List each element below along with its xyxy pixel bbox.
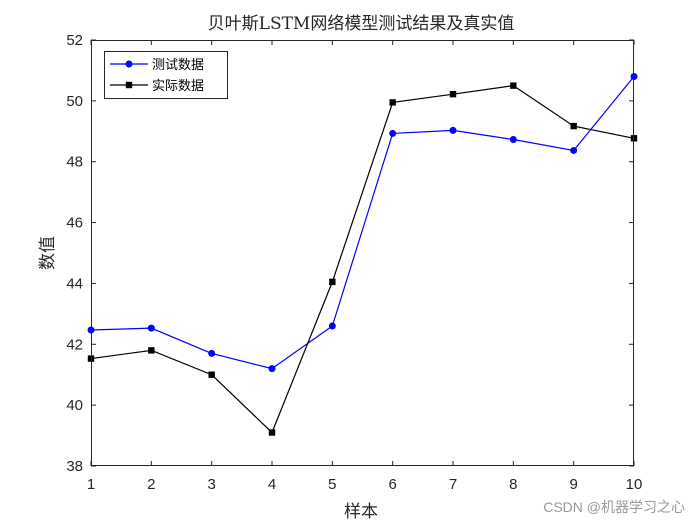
- legend-label: 测试数据: [152, 58, 204, 73]
- y-tick-label: 50: [66, 93, 83, 110]
- x-tick-label: 3: [207, 476, 215, 493]
- plot-area: [91, 40, 634, 466]
- data-point: [389, 129, 397, 137]
- x-tick-label: 8: [509, 476, 517, 493]
- data-point: [148, 347, 155, 354]
- legend-item: 实际数据: [110, 79, 204, 94]
- y-tick-label: 52: [66, 32, 83, 49]
- y-tick-label: 42: [66, 336, 83, 353]
- data-point: [268, 429, 276, 436]
- data-point: [570, 146, 578, 154]
- y-tick-label: 38: [66, 458, 83, 475]
- data-point: [328, 322, 336, 330]
- y-tick-label: 40: [66, 397, 83, 414]
- data-point: [449, 126, 457, 134]
- x-tick-label: 7: [449, 476, 457, 493]
- x-tick-label: 5: [328, 476, 336, 493]
- data-point: [509, 136, 517, 144]
- legend-marker: [125, 81, 133, 89]
- data-point: [389, 99, 396, 106]
- watermark-text: CSDN @机器学习之心: [543, 499, 685, 515]
- x-tick-label: 1: [87, 476, 95, 493]
- series-line: [90, 85, 635, 434]
- data-point: [147, 324, 155, 332]
- y-tick-label: 48: [66, 154, 83, 171]
- ticks-layer: 1 2 3 4 5 6 7 8 9 10 38 40 42 44 46 48 50 52: [66, 32, 642, 493]
- data-point: [449, 90, 457, 98]
- axes-frame: [91, 40, 634, 466]
- y-axis-label: 数值: [38, 236, 58, 270]
- legend-item: 测试数据: [110, 58, 204, 73]
- chart-title: 贝叶斯LSTM网络模型测试结果及真实值: [208, 14, 515, 34]
- data-point: [208, 371, 215, 378]
- data-point: [510, 82, 517, 89]
- x-tick-label: 6: [388, 476, 396, 493]
- data-point: [208, 349, 216, 357]
- data-point: [570, 122, 577, 130]
- x-tick-label: 2: [147, 476, 155, 493]
- legend-box: [104, 51, 228, 99]
- data-point: [268, 365, 276, 373]
- series-1: [87, 73, 638, 373]
- series-line: [90, 76, 635, 370]
- x-tick-label: 10: [626, 476, 643, 493]
- x-tick-label: 4: [268, 476, 276, 493]
- y-tick-label: 46: [66, 215, 83, 232]
- legend-label: 实际数据: [152, 79, 204, 94]
- y-tick-label: 44: [66, 275, 83, 292]
- x-axis-label: 样本: [344, 502, 378, 522]
- x-tick-label: 9: [569, 476, 577, 493]
- legend-marker: [125, 60, 133, 68]
- data-point: [329, 278, 336, 286]
